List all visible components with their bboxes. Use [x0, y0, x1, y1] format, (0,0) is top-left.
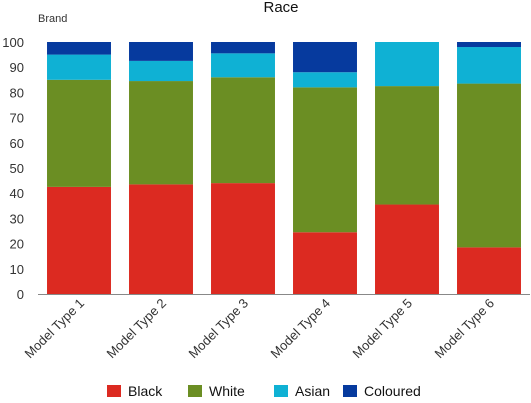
legend-swatch — [188, 385, 202, 397]
legend-label: Coloured — [364, 383, 421, 399]
bar-segment — [129, 81, 193, 185]
bar-segment — [293, 72, 357, 88]
legend: Black White Asian Coloured — [107, 383, 421, 399]
bar-segment — [375, 204, 439, 294]
legend-swatch — [107, 385, 121, 397]
bar-segment — [457, 42, 521, 48]
bar-segment — [211, 53, 275, 78]
x-tick-label: Model Type 4 — [267, 296, 333, 362]
x-tick-label: Model Type 1 — [21, 296, 87, 362]
bar-segment — [375, 42, 439, 87]
bars — [47, 42, 521, 294]
bar-segment — [211, 183, 275, 294]
bar-segment — [47, 79, 111, 187]
bar-segment — [211, 77, 275, 184]
bar-segment — [129, 42, 193, 61]
bar-segment — [293, 42, 357, 73]
y-tick-label: 80 — [10, 85, 24, 100]
y-tick-label: 10 — [10, 262, 24, 277]
bar-segment — [457, 83, 521, 248]
x-tick-label: Model Type 6 — [431, 296, 497, 362]
legend-label: White — [209, 383, 245, 399]
bar-segment — [457, 247, 521, 294]
bar-segment — [129, 60, 193, 82]
legend-label: Asian — [295, 383, 330, 399]
y-tick-label: 20 — [10, 237, 24, 252]
y-tick-label: 100 — [2, 35, 24, 50]
legend-label: Black — [128, 383, 163, 399]
y-tick-label: 50 — [10, 161, 24, 176]
bar-segment — [47, 186, 111, 294]
y-tick-label: 90 — [10, 60, 24, 75]
y-tick-label: 0 — [17, 287, 24, 302]
bar-segment — [211, 42, 275, 54]
bar-segment — [47, 54, 111, 80]
x-tick-label: Model Type 3 — [185, 296, 251, 362]
x-tick-label: Model Type 2 — [103, 296, 169, 362]
bar-segment — [293, 87, 357, 233]
bar-segment — [47, 42, 111, 55]
y-tick-label: 60 — [10, 136, 24, 151]
bar-segment — [375, 86, 439, 205]
y-tick-label: 70 — [10, 111, 24, 126]
y-axis: 0 10 20 30 40 50 60 70 80 90 100 — [2, 35, 24, 302]
bar-segment — [293, 232, 357, 294]
bar-segment — [457, 47, 521, 84]
y-tick-label: 40 — [10, 186, 24, 201]
y-tick-label: 30 — [10, 211, 24, 226]
x-axis: Model Type 1 Model Type 2 Model Type 3 Mode… — [21, 296, 497, 362]
legend-swatch — [274, 385, 288, 397]
x-tick-label: Model Type 5 — [349, 296, 415, 362]
legend-swatch — [343, 385, 357, 397]
y-axis-label: Brand — [38, 13, 67, 25]
chart-title: Race — [263, 0, 298, 16]
bar-segment — [129, 184, 193, 294]
